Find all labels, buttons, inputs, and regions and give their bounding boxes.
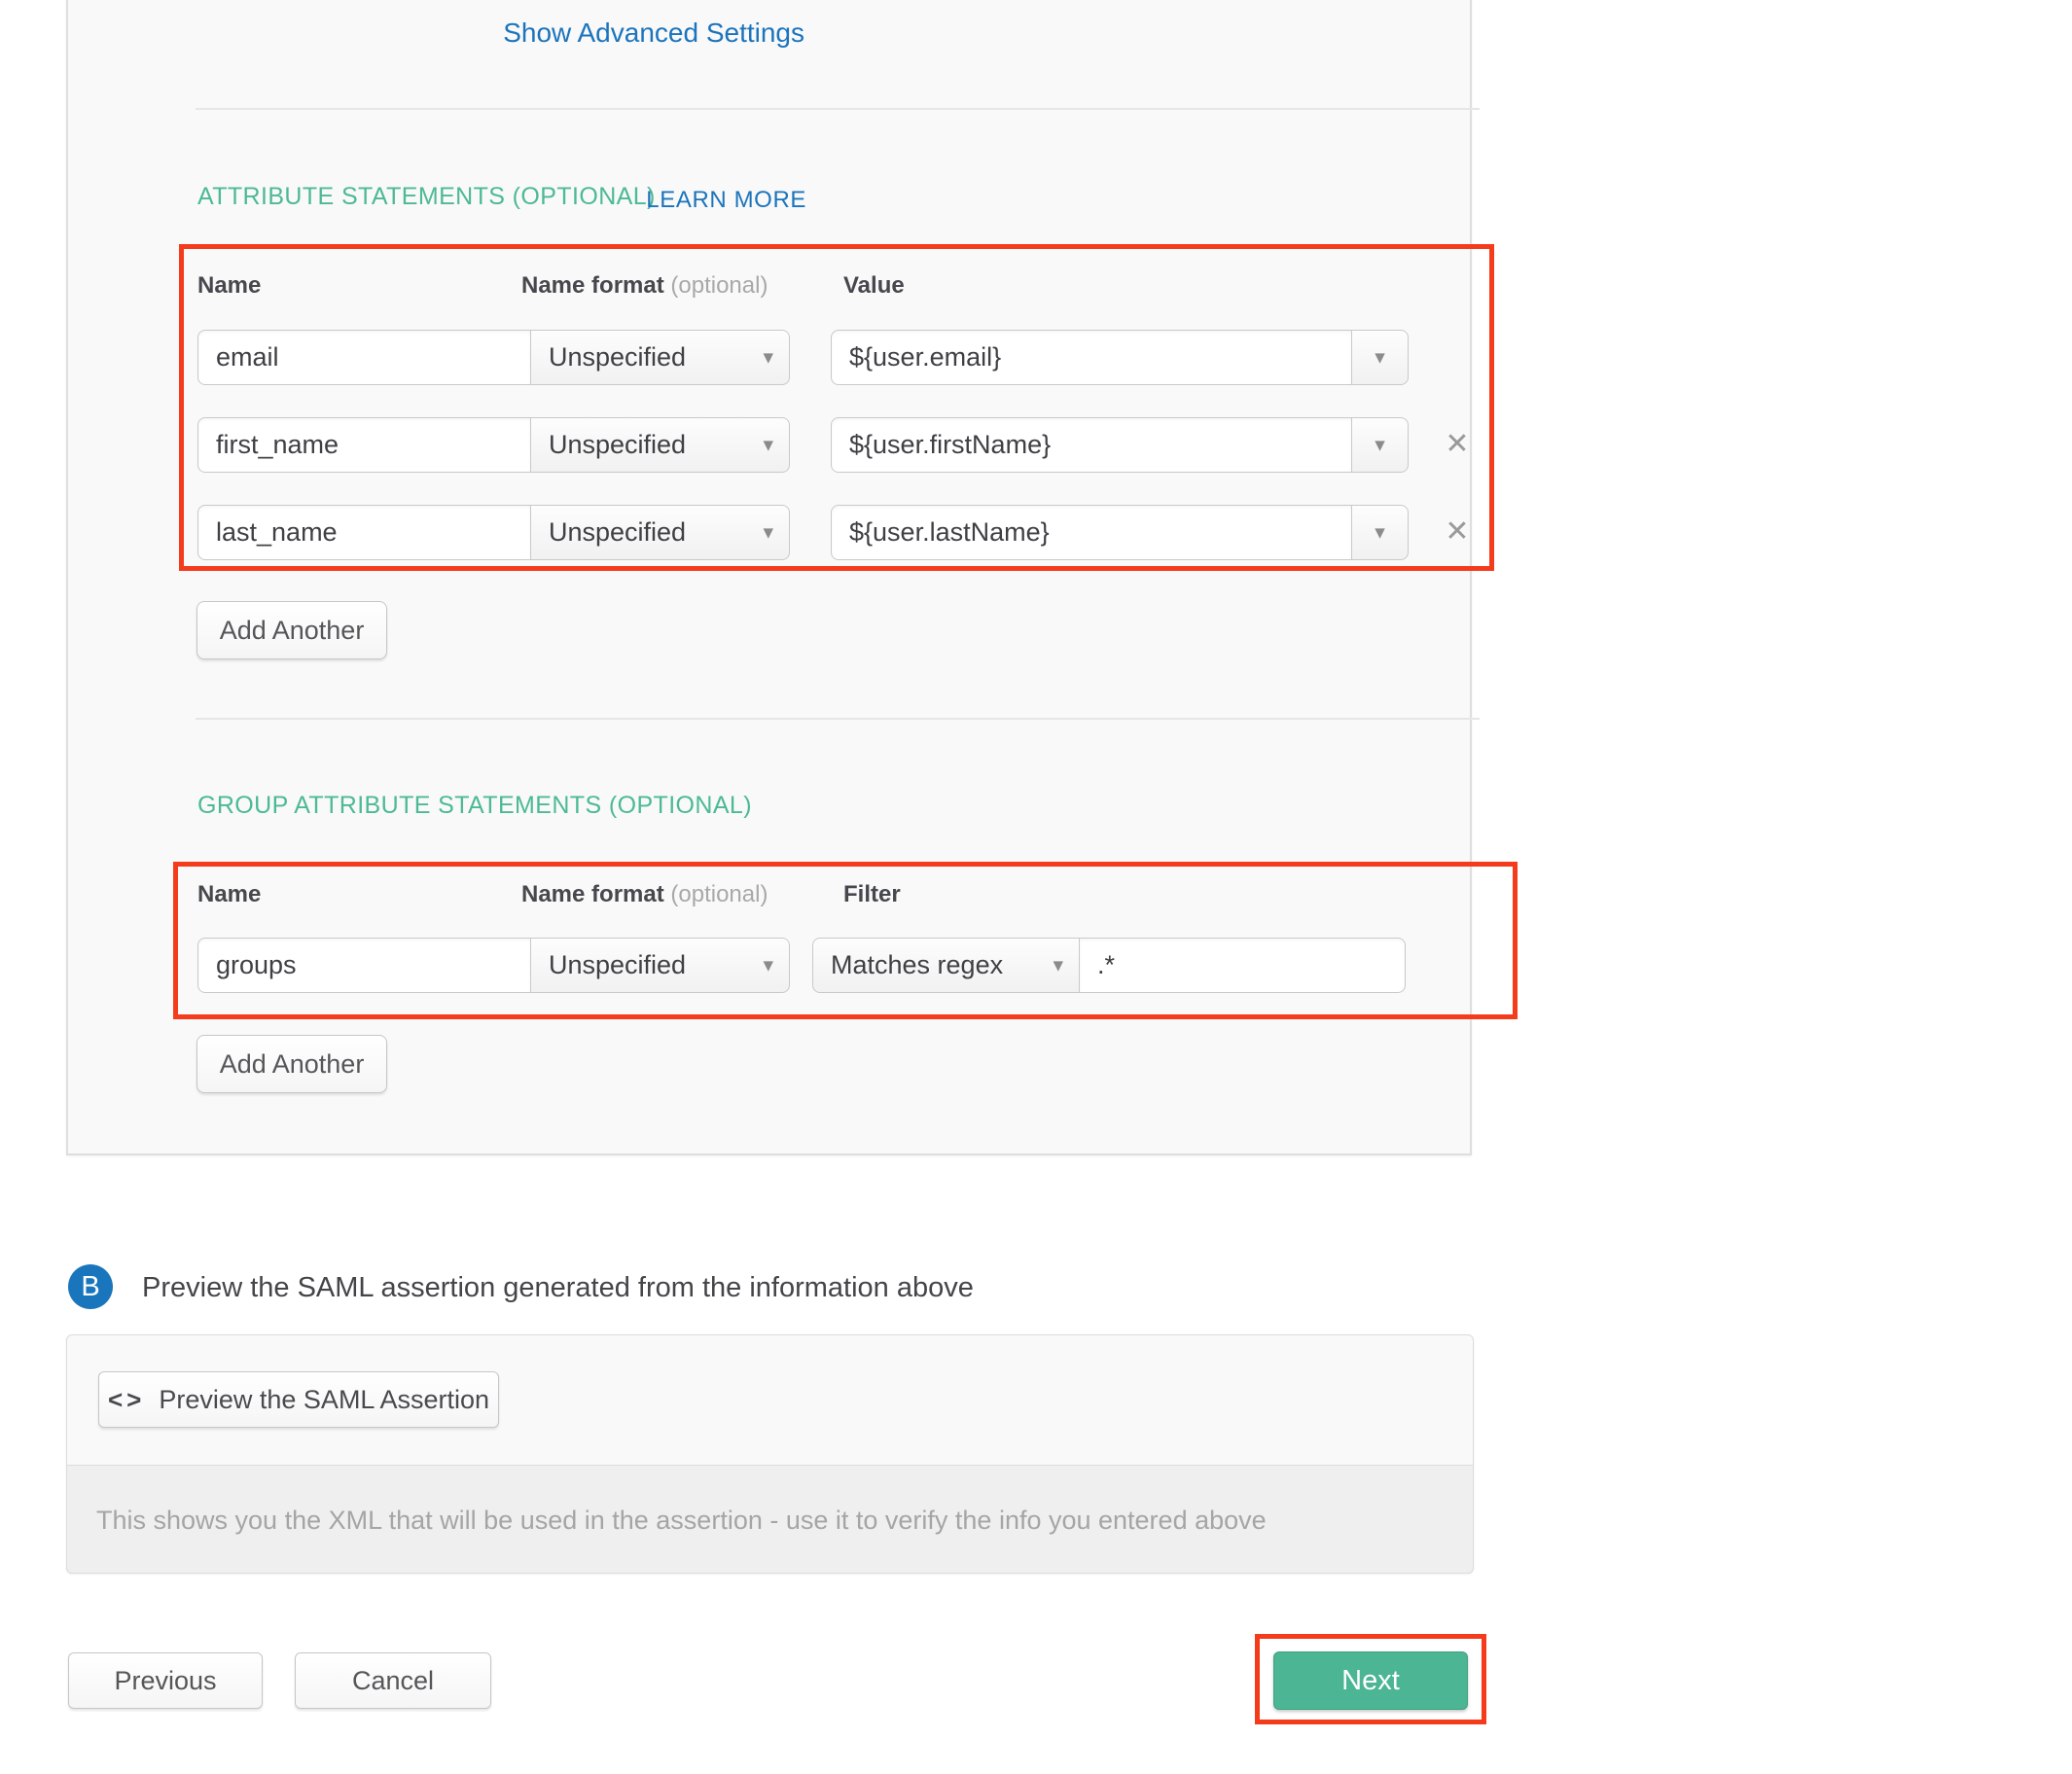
code-brackets-icon: <> <box>107 1384 146 1414</box>
name-format-dropdown[interactable]: Unspecified ▾ <box>531 505 790 560</box>
chevron-down-icon: ▾ <box>763 521 773 544</box>
attribute-name-input[interactable] <box>197 417 531 473</box>
learn-more-link[interactable]: LEARN MORE <box>646 187 806 213</box>
column-header-filter: Filter <box>843 881 901 907</box>
column-header-name: Name <box>197 272 262 299</box>
preview-note-band <box>66 1465 1474 1574</box>
chevron-down-icon: ▾ <box>763 346 773 369</box>
previous-button[interactable]: Previous <box>68 1652 263 1709</box>
filter-value-input[interactable] <box>1080 938 1406 993</box>
chevron-down-icon: ▾ <box>1375 346 1385 369</box>
group-attribute-name-input[interactable] <box>197 938 531 993</box>
saml-settings-panel: Show Advanced Settings ATTRIBUTE STATEME… <box>66 0 1518 1155</box>
name-format-dropdown[interactable]: Unspecified ▾ <box>531 330 790 385</box>
value-dropdown-button[interactable]: ▾ <box>1352 505 1409 560</box>
next-button[interactable]: Next <box>1273 1651 1468 1710</box>
attribute-value-input[interactable] <box>831 505 1352 560</box>
value-dropdown-button[interactable]: ▾ <box>1352 417 1409 473</box>
step-b-badge: B <box>68 1264 113 1309</box>
remove-row-icon[interactable]: ✕ <box>1445 515 1470 548</box>
show-advanced-settings-link[interactable]: Show Advanced Settings <box>503 18 804 48</box>
value-dropdown-button[interactable]: ▾ <box>1352 330 1409 385</box>
attribute-statements-highlight-box <box>179 244 1494 571</box>
group-attribute-statements-highlight-box <box>173 862 1518 1019</box>
section-divider <box>196 108 1480 110</box>
column-header-value: Value <box>843 272 905 299</box>
column-header-name-format: Name format (optional) <box>521 272 768 299</box>
attribute-name-input[interactable] <box>197 505 531 560</box>
chevron-down-icon: ▾ <box>763 434 773 456</box>
chevron-down-icon: ▾ <box>1375 521 1385 544</box>
group-attribute-statements-title: GROUP ATTRIBUTE STATEMENTS (OPTIONAL) <box>197 792 752 819</box>
name-format-dropdown[interactable]: Unspecified ▾ <box>531 417 790 473</box>
preview-description: This shows you the XML that will be used… <box>96 1506 1267 1535</box>
add-another-group-attribute-button[interactable]: Add Another <box>196 1035 387 1093</box>
chevron-down-icon: ▾ <box>1053 954 1063 976</box>
step-b-heading: Preview the SAML assertion generated fro… <box>142 1272 974 1303</box>
attribute-value-input[interactable] <box>831 417 1352 473</box>
chevron-down-icon: ▾ <box>1375 434 1385 456</box>
attribute-statements-title: ATTRIBUTE STATEMENTS (OPTIONAL) <box>197 183 656 210</box>
add-another-attribute-button[interactable]: Add Another <box>196 601 387 659</box>
preview-saml-assertion-button[interactable]: <> Preview the SAML Assertion <box>98 1371 499 1428</box>
attribute-value-input[interactable] <box>831 330 1352 385</box>
next-button-highlight-box <box>1255 1634 1486 1724</box>
column-header-name: Name <box>197 881 262 907</box>
column-header-name-format: Name format (optional) <box>521 881 768 907</box>
optional-label: (optional) <box>670 272 768 299</box>
group-name-format-dropdown[interactable]: Unspecified ▾ <box>531 938 790 993</box>
section-divider <box>196 718 1480 720</box>
attribute-name-input[interactable] <box>197 330 531 385</box>
remove-row-icon[interactable]: ✕ <box>1445 428 1470 460</box>
filter-type-dropdown[interactable]: Matches regex ▾ <box>812 938 1080 993</box>
cancel-button[interactable]: Cancel <box>295 1652 491 1709</box>
chevron-down-icon: ▾ <box>763 954 773 976</box>
optional-label: (optional) <box>670 881 768 907</box>
